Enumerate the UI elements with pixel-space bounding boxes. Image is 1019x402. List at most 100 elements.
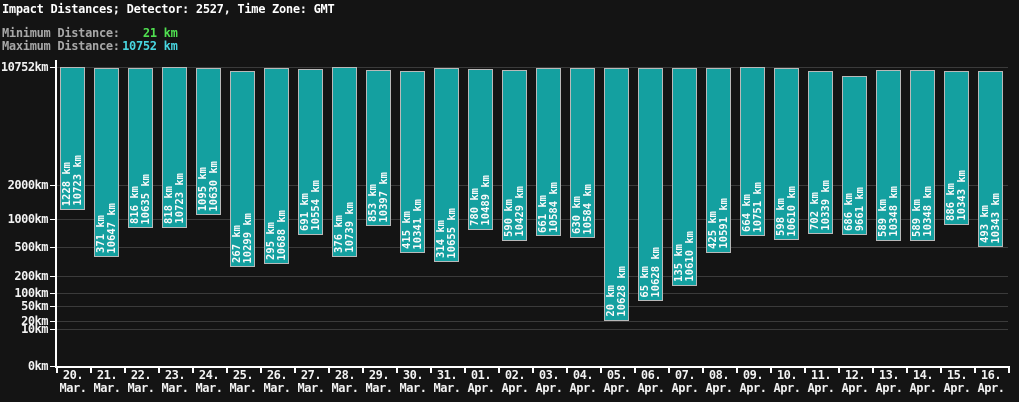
x-label-month: Apr. [807, 381, 835, 395]
maximum-distance-label: Maximum Distance: [2, 39, 120, 53]
x-axis-tick-1 [90, 368, 92, 373]
y-axis-label-100: 100km [14, 286, 48, 300]
x-label-day: 14. [912, 368, 934, 382]
x-axis-tick-8 [328, 368, 330, 373]
x-label-month: Mar. [93, 381, 121, 395]
x-axis-tick-12 [464, 368, 466, 373]
y-gridline-10 [57, 329, 1008, 330]
x-axis-tick-6 [260, 368, 262, 373]
bar-25-mar: 267 km 10299 km [230, 70, 255, 268]
bar-min-label-23-mar: 818 km [163, 185, 175, 224]
x-label-month: Apr. [909, 381, 937, 395]
bar-max-label-10-apr: 10610 km [786, 185, 798, 237]
x-label-month: Apr. [535, 381, 563, 395]
y-axis-label-500: 500km [14, 240, 48, 254]
x-axis-label-15-apr: 15. Apr. [940, 369, 974, 395]
x-axis-label-27-mar: 27. Mar. [294, 369, 328, 395]
chart-title: Impact Distances; Detector: 2527, Time Z… [2, 2, 335, 16]
bar-05-apr: 20 km 10628 km [604, 68, 629, 321]
maximum-distance-value: 10752 km [122, 39, 178, 53]
y-axis-label-1000: 1000km [7, 212, 49, 226]
x-label-month: Apr. [875, 381, 903, 395]
x-label-day: 27. [300, 368, 322, 382]
x-axis-tick-13 [498, 368, 500, 373]
x-axis-label-08-apr: 08. Apr. [702, 369, 736, 395]
x-label-day: 09. [742, 368, 764, 382]
x-label-day: 11. [810, 368, 832, 382]
bar-max-label-11-apr: 10339 km [820, 179, 832, 231]
x-label-month: Mar. [399, 381, 427, 395]
x-label-month: Apr. [943, 381, 971, 395]
x-label-month: Mar. [229, 381, 257, 395]
bar-min-label-08-apr: 425 km [707, 210, 719, 249]
x-label-day: 02. [504, 368, 526, 382]
bar-min-label-03-apr: 661 km [537, 194, 549, 233]
bar-max-label-28-mar: 10739 km [344, 202, 356, 253]
bar-max-label-03-apr: 10584 km [548, 181, 560, 233]
x-label-month: Apr. [739, 381, 767, 395]
bar-min-label-09-apr: 664 km [741, 194, 753, 233]
bar-10-apr: 598 km 10610 km [774, 68, 799, 241]
x-axis-label-01-apr: 01. Apr. [464, 369, 498, 395]
bar-max-label-14-apr: 10348 km [922, 186, 934, 237]
y-gridline-200 [57, 276, 1008, 277]
bar-max-label-20-mar: 10723 km [72, 155, 84, 206]
y-axis-label-10: 10km [21, 322, 48, 336]
bar-04-apr: 630 km 10584 km [570, 68, 595, 239]
bar-06-apr: 65 km 10628 km [638, 68, 663, 302]
bar-07-apr: 135 km 10610 km [672, 68, 697, 286]
x-axis-label-28-mar: 28. Mar. [328, 369, 362, 395]
bar-max-label-27-mar: 10554 km [310, 180, 322, 231]
bar-max-label-15-apr: 10343 km [956, 170, 968, 221]
x-label-day: 05. [606, 368, 628, 382]
bar-20-mar: 1228 km 10723 km [60, 67, 85, 210]
bar-23-mar: 818 km 10723 km [162, 67, 187, 228]
bar-max-label-05-apr: 10628 km [616, 266, 628, 317]
x-axis-tick-23 [838, 368, 840, 373]
bar-max-label-09-apr: 10751 km [752, 181, 764, 233]
x-label-month: Mar. [127, 381, 155, 395]
x-label-month: Mar. [195, 381, 223, 395]
x-axis-tick-9 [362, 368, 364, 373]
x-axis-tick-0 [56, 368, 58, 373]
y-axis-tick-1000 [50, 219, 56, 220]
bar-min-label-04-apr: 630 km [571, 196, 583, 235]
x-label-day: 21. [96, 368, 118, 382]
x-label-day: 01. [470, 368, 492, 382]
x-label-month: Mar. [433, 381, 461, 395]
x-axis-tick-24 [872, 368, 874, 373]
x-axis-label-14-apr: 14. Apr. [906, 369, 940, 395]
bar-min-label-14-apr: 589 km [911, 198, 923, 237]
x-axis-label-31-mar: 31. Mar. [430, 369, 464, 395]
bar-01-apr: 780 km 10489 km [468, 69, 493, 230]
x-label-day: 30. [402, 368, 424, 382]
x-axis-tick-28 [1008, 368, 1010, 373]
y-axis-label-50: 50km [21, 299, 48, 313]
y-gridline-20 [57, 321, 1008, 322]
y-gridline-2000 [57, 185, 1008, 186]
x-axis-label-06-apr: 06. Apr. [634, 369, 668, 395]
x-label-month: Apr. [977, 381, 1005, 395]
x-axis-tick-4 [192, 368, 194, 373]
y-axis-label-20: 20km [21, 314, 48, 328]
bar-02-apr: 590 km 10429 km [502, 69, 527, 241]
x-label-month: Apr. [501, 381, 529, 395]
x-label-month: Mar. [297, 381, 325, 395]
x-axis-tick-18 [668, 368, 670, 373]
bar-max-label-01-apr: 10489 km [480, 175, 492, 226]
x-label-day: 16. [980, 368, 1002, 382]
minimum-distance-label: Minimum Distance: [2, 26, 120, 40]
bar-min-label-24-mar: 1095 km [197, 167, 209, 212]
bar-min-label-22-mar: 816 km [129, 186, 141, 225]
y-axis-tick-10 [50, 329, 56, 330]
x-label-month: Apr. [603, 381, 631, 395]
x-label-day: 06. [640, 368, 662, 382]
bar-min-label-29-mar: 853 km [367, 184, 379, 223]
bar-09-apr: 664 km 10751 km [740, 67, 765, 237]
bar-13-apr: 589 km 10348 km [876, 70, 901, 241]
y-axis-tick-20 [50, 321, 56, 322]
bar-22-mar: 816 km 10635 km [128, 68, 153, 229]
x-axis-label-26-mar: 26. Mar. [260, 369, 294, 395]
y-axis-label-0: 0km [27, 359, 49, 373]
bar-min-label-02-apr: 590 km [503, 198, 515, 237]
